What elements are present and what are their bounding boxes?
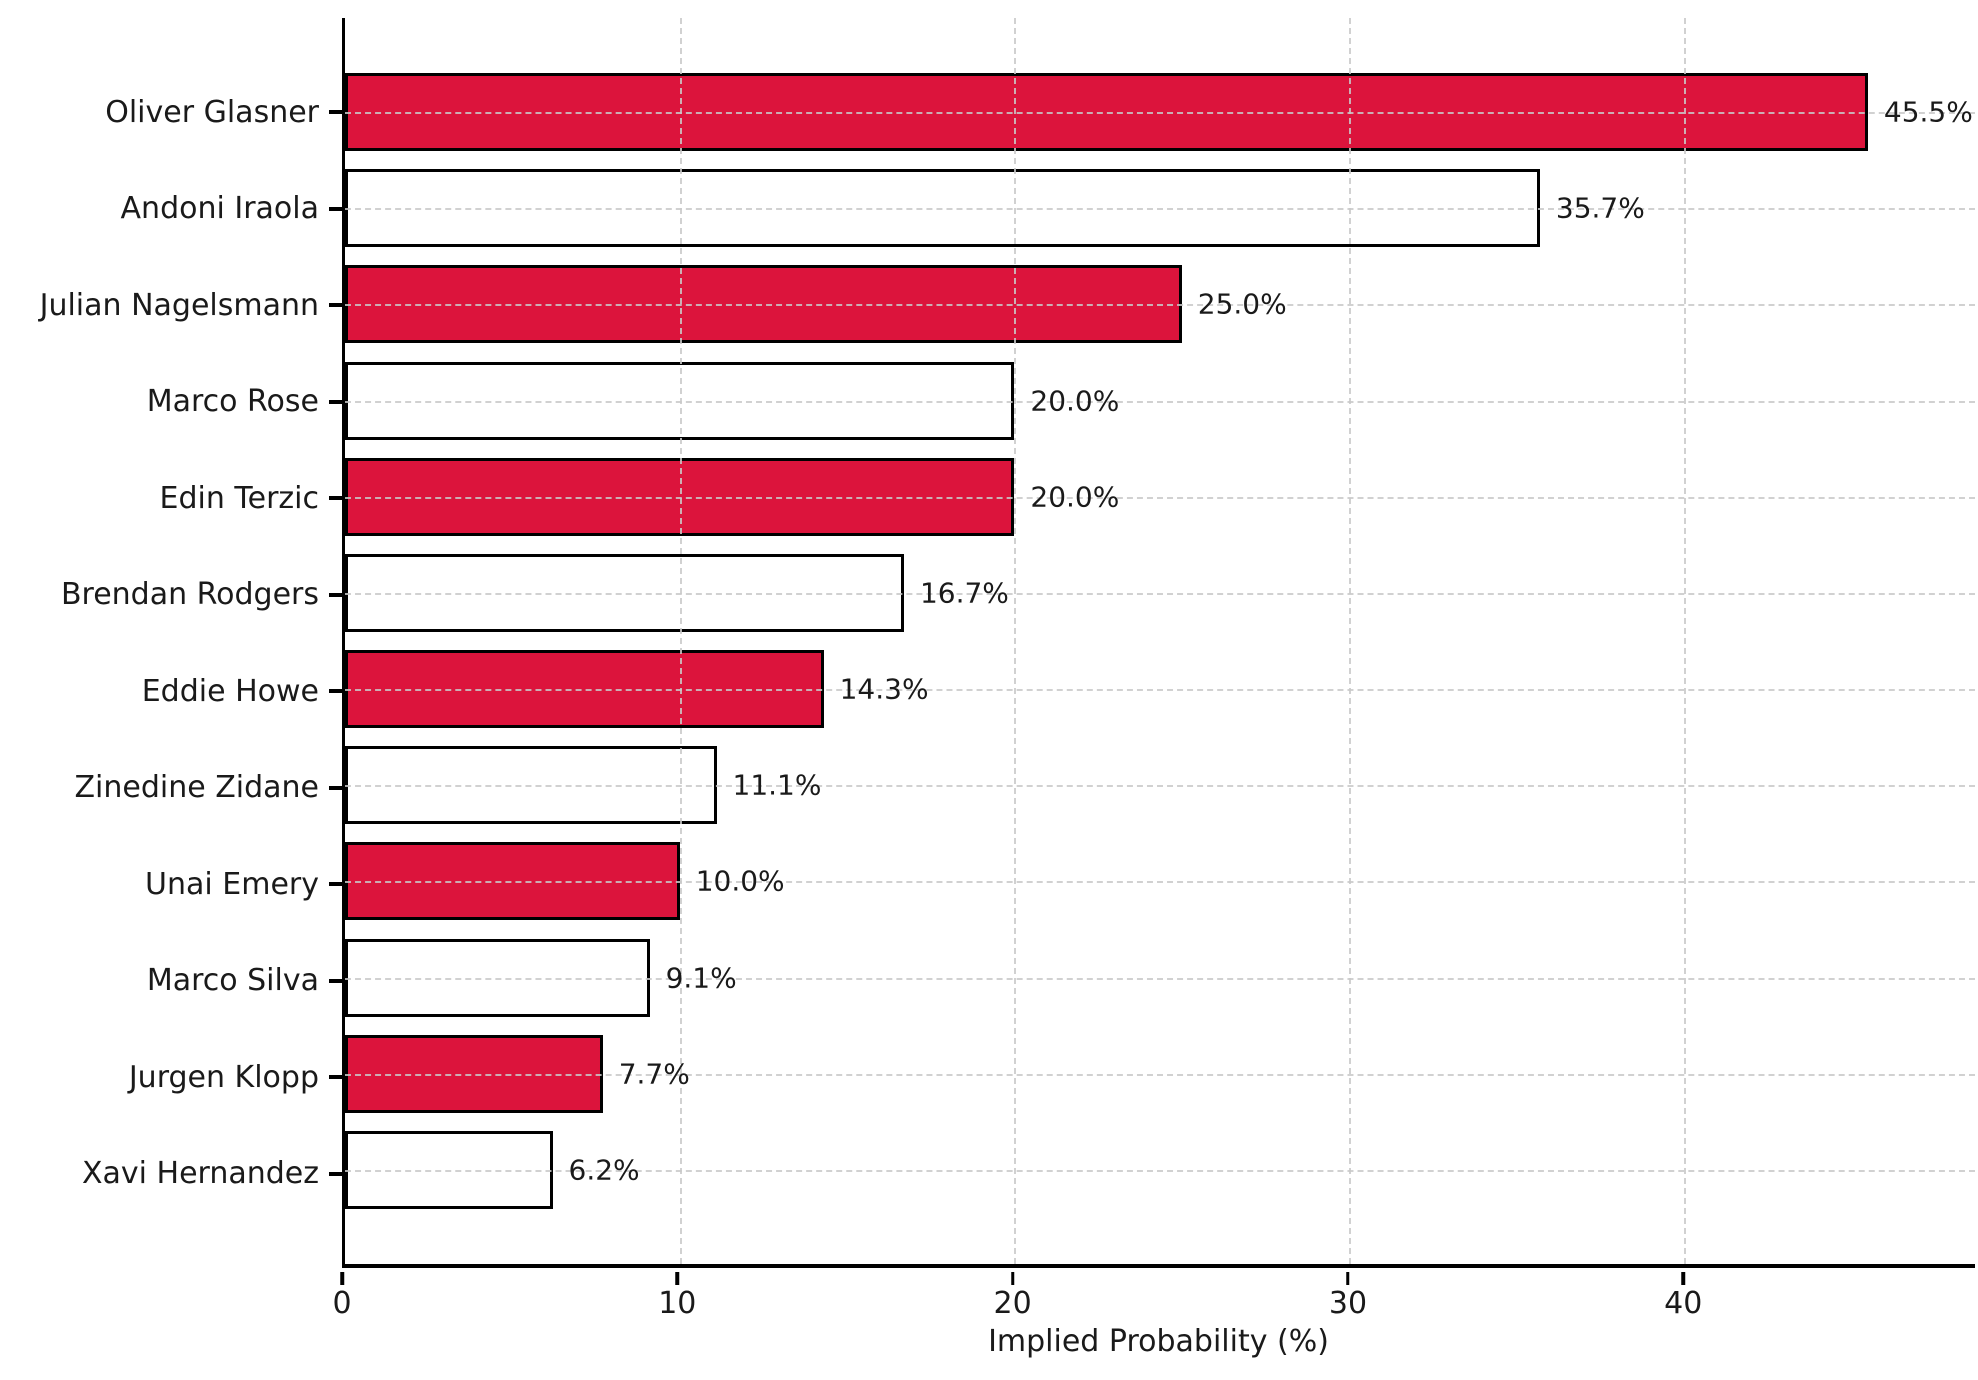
x-tick-mark (675, 1272, 680, 1285)
bar-row: 9.1% (345, 930, 1975, 1026)
y-tick-mark (329, 882, 342, 887)
category-label: Julian Nagelsmann (39, 287, 319, 323)
bar-row: 16.7% (345, 545, 1975, 641)
category-row: Marco Rose (0, 354, 342, 451)
horizontal-gridline (345, 400, 1975, 403)
bar-row: 20.0% (345, 353, 1975, 449)
horizontal-gridline (345, 496, 1975, 499)
x-tick-label: 10 (658, 1286, 697, 1321)
bar-row: 14.3% (345, 641, 1975, 737)
y-tick-mark (329, 978, 342, 983)
category-row: Julian Nagelsmann (0, 257, 342, 354)
y-tick-mark (329, 689, 342, 694)
vertical-gridline (679, 18, 682, 1264)
x-axis-title: Implied Probability (%) (988, 1324, 1329, 1359)
horizontal-gridline (345, 1169, 1975, 1172)
bar-row: 20.0% (345, 449, 1975, 545)
category-row: Brendan Rodgers (0, 547, 342, 644)
x-tick-mark (1010, 1272, 1015, 1285)
category-label: Eddie Howe (141, 673, 319, 709)
bar-value-label: 45.5% (1883, 95, 1973, 129)
plot-area: 45.5% 35.7% 25.0% 20.0% 20.0% 16.7% 14.3% 11.1%… (342, 18, 1975, 1268)
bar-row: 7.7% (345, 1026, 1975, 1122)
horizontal-gridline (345, 977, 1975, 980)
x-tick-mark (340, 1272, 344, 1285)
bar-rows: 45.5% 35.7% 25.0% 20.0% 20.0% 16.7% 14.3% 11.1%… (345, 18, 1975, 1264)
bar-value-label: 35.7% (1555, 191, 1645, 225)
category-row: Zinedine Zidane (0, 740, 342, 837)
bar-row: 10.0% (345, 833, 1975, 929)
category-label: Unai Emery (145, 866, 319, 902)
x-tick-mark (1346, 1272, 1350, 1285)
horizontal-gridline (345, 1073, 1975, 1076)
x-tick-label: 30 (1328, 1286, 1368, 1321)
category-row: Jurgen Klopp (0, 1029, 342, 1126)
y-axis-category-labels: Oliver Glasner Andoni Iraola Julian Nagels… (0, 18, 342, 1268)
category-label: Zinedine Zidane (74, 770, 319, 806)
x-tick-label: 20 (993, 1286, 1032, 1321)
horizontal-gridline (345, 112, 1975, 115)
horizontal-gridline (345, 208, 1975, 211)
y-tick-mark (329, 110, 342, 115)
horizontal-gridline (345, 592, 1975, 595)
bar-value-label: 11.1% (732, 768, 822, 802)
y-tick-mark (329, 592, 342, 597)
horizontal-gridline (345, 689, 1975, 692)
category-row: Unai Emery (0, 836, 342, 933)
bar-value-label: 16.7% (919, 576, 1009, 610)
bar-row: 25.0% (345, 256, 1975, 352)
y-tick-mark (329, 206, 342, 211)
category-row: Marco Silva (0, 933, 342, 1030)
bar-value-label: 14.3% (839, 672, 929, 706)
x-tick-label: 0 (332, 1286, 352, 1321)
category-row: Xavi Hernandez (0, 1126, 342, 1223)
category-row: Edin Terzic (0, 450, 342, 547)
category-label: Xavi Hernandez (81, 1156, 319, 1192)
bar-row: 45.5% (345, 64, 1975, 160)
category-label: Edin Terzic (159, 480, 319, 516)
horizontal-gridline (345, 785, 1975, 788)
vertical-gridline (1683, 18, 1686, 1264)
y-tick-mark (329, 1171, 342, 1176)
vertical-gridline (1349, 18, 1352, 1264)
x-tick-mark (1681, 1272, 1686, 1285)
bar-value-label: 7.7% (618, 1057, 690, 1091)
y-tick-mark (329, 1075, 342, 1080)
x-tick-label: 40 (1664, 1286, 1703, 1321)
category-label: Marco Silva (146, 963, 319, 999)
category-label: Andoni Iraola (120, 191, 319, 227)
bar-value-label: 6.2% (568, 1153, 640, 1187)
category-label: Marco Rose (146, 384, 319, 420)
y-tick-mark (329, 303, 342, 308)
bar-row: 6.2% (345, 1122, 1975, 1218)
horizontal-gridline (345, 881, 1975, 884)
bar-value-label: 25.0% (1197, 287, 1287, 321)
category-label: Brendan Rodgers (60, 577, 319, 613)
category-row: Oliver Glasner (0, 64, 342, 161)
category-label: Oliver Glasner (105, 94, 319, 130)
category-row: Andoni Iraola (0, 161, 342, 258)
vertical-gridline (1014, 18, 1017, 1264)
bar-row: 35.7% (345, 160, 1975, 256)
bar-value-label: 20.0% (1030, 480, 1120, 514)
y-tick-mark (329, 399, 342, 404)
bar-value-label: 9.1% (665, 961, 737, 995)
category-label: Jurgen Klopp (128, 1059, 319, 1095)
x-axis: 0 10 20 30 40 (332, 1272, 1975, 1342)
bar-value-label: 10.0% (695, 864, 785, 898)
bar-value-label: 20.0% (1030, 384, 1120, 418)
category-row: Eddie Howe (0, 643, 342, 740)
bar-row: 11.1% (345, 737, 1975, 833)
y-tick-mark (329, 785, 342, 790)
y-tick-mark (329, 496, 342, 501)
horizontal-gridline (345, 304, 1975, 307)
